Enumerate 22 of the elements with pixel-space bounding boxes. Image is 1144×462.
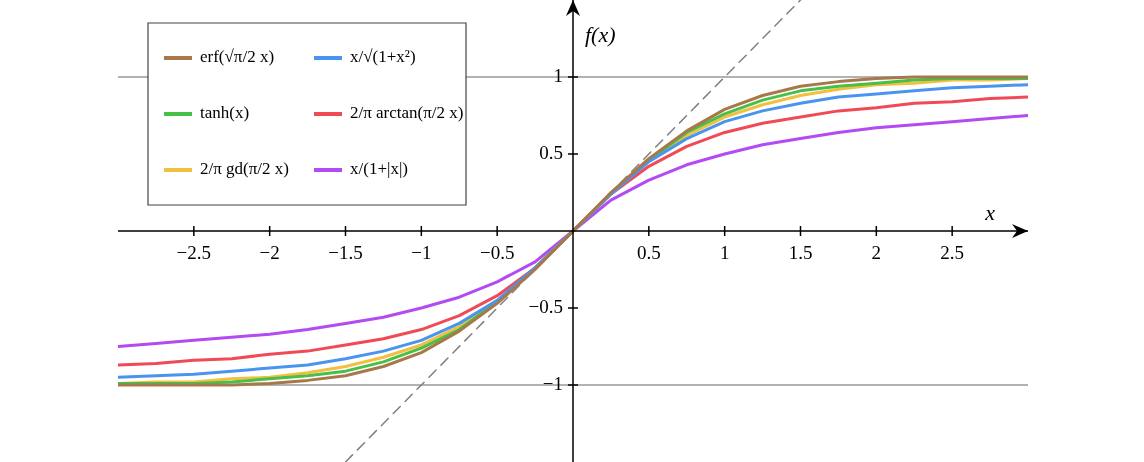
- x-tick-label: −1.5: [328, 242, 363, 264]
- y-tick-label: −1: [542, 372, 563, 394]
- legend-label: 2/π gd(π/2 x): [200, 159, 289, 179]
- x-tick-label: 1: [719, 242, 730, 264]
- x-tick-label: 2: [871, 242, 882, 264]
- x-axis-title: x: [984, 199, 996, 225]
- y-tick-label: 1: [553, 64, 563, 86]
- x-tick-label: −2: [259, 242, 280, 264]
- y-axis-title: f(x): [585, 21, 616, 47]
- legend-label: x/(1+|x|): [350, 159, 408, 179]
- x-tick-label: −2.5: [176, 242, 212, 264]
- x-tick-label: 0.5: [636, 242, 661, 264]
- x-tick-label: 1.5: [788, 242, 813, 264]
- y-tick-label: 0.5: [539, 141, 563, 163]
- legend-label: tanh(x): [200, 103, 250, 123]
- y-tick-label: −0.5: [528, 295, 563, 317]
- legend-label: erf(√π/2 x): [200, 47, 275, 67]
- x-tick-label: −1: [411, 242, 432, 264]
- legend-label: 2/π arctan(π/2 x): [350, 103, 464, 123]
- x-tick-label: −0.5: [479, 242, 515, 264]
- x-tick-label: 2.5: [940, 242, 965, 264]
- legend-label: x/√(1+x²): [350, 47, 416, 67]
